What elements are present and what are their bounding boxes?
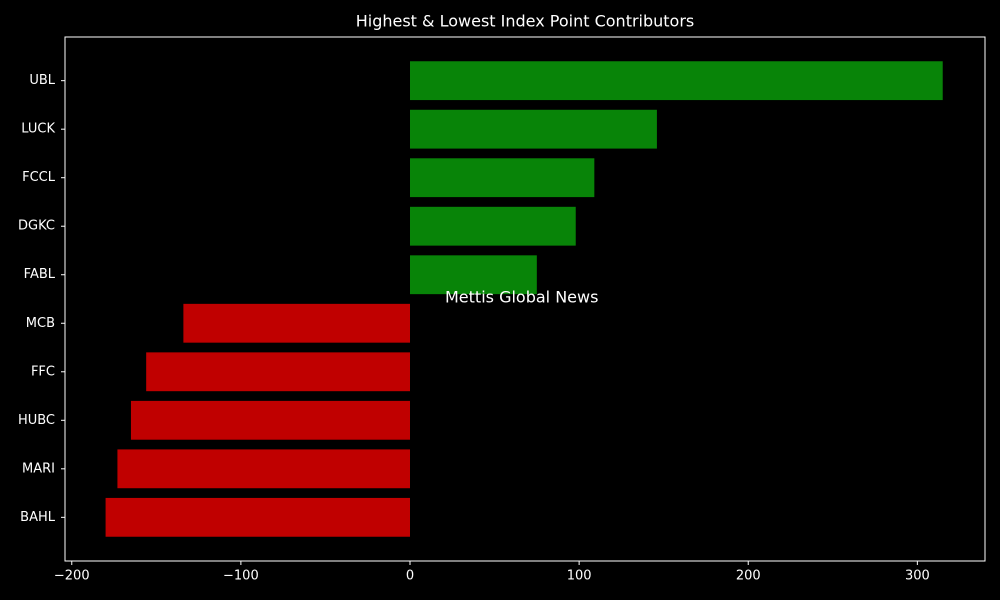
x-tick-label: 0: [406, 569, 414, 584]
y-tick-label: BAHL: [20, 510, 56, 525]
bar: [410, 158, 595, 198]
plot-frame: [64, 36, 986, 562]
y-tick-label: FCCL: [22, 170, 56, 185]
y-tick-label: MCB: [26, 316, 55, 331]
y-tick-label: HUBC: [18, 413, 55, 428]
bar: [183, 303, 410, 343]
bar: [117, 449, 411, 489]
x-tick-label: −200: [54, 569, 90, 584]
y-tick-label: DGKC: [18, 219, 55, 234]
chart-title: Highest & Lowest Index Point Contributor…: [356, 12, 695, 31]
bar: [410, 255, 537, 295]
watermark: Mettis Global News: [445, 288, 598, 307]
y-tick-label: LUCK: [21, 122, 55, 137]
y-tick-label: FFC: [31, 364, 55, 379]
y-tick-label: MARI: [22, 461, 55, 476]
bar: [105, 497, 411, 537]
y-tick-label: FABL: [24, 267, 56, 282]
x-tick-label: 300: [905, 569, 930, 584]
x-tick-label: 200: [736, 569, 761, 584]
bar: [146, 352, 411, 392]
bar: [410, 206, 576, 246]
x-tick-label: −100: [223, 569, 259, 584]
bar: [410, 61, 943, 101]
x-tick-label: 100: [567, 569, 592, 584]
bar: [130, 400, 411, 440]
y-tick-label: UBL: [29, 73, 55, 88]
bar: [410, 109, 657, 149]
